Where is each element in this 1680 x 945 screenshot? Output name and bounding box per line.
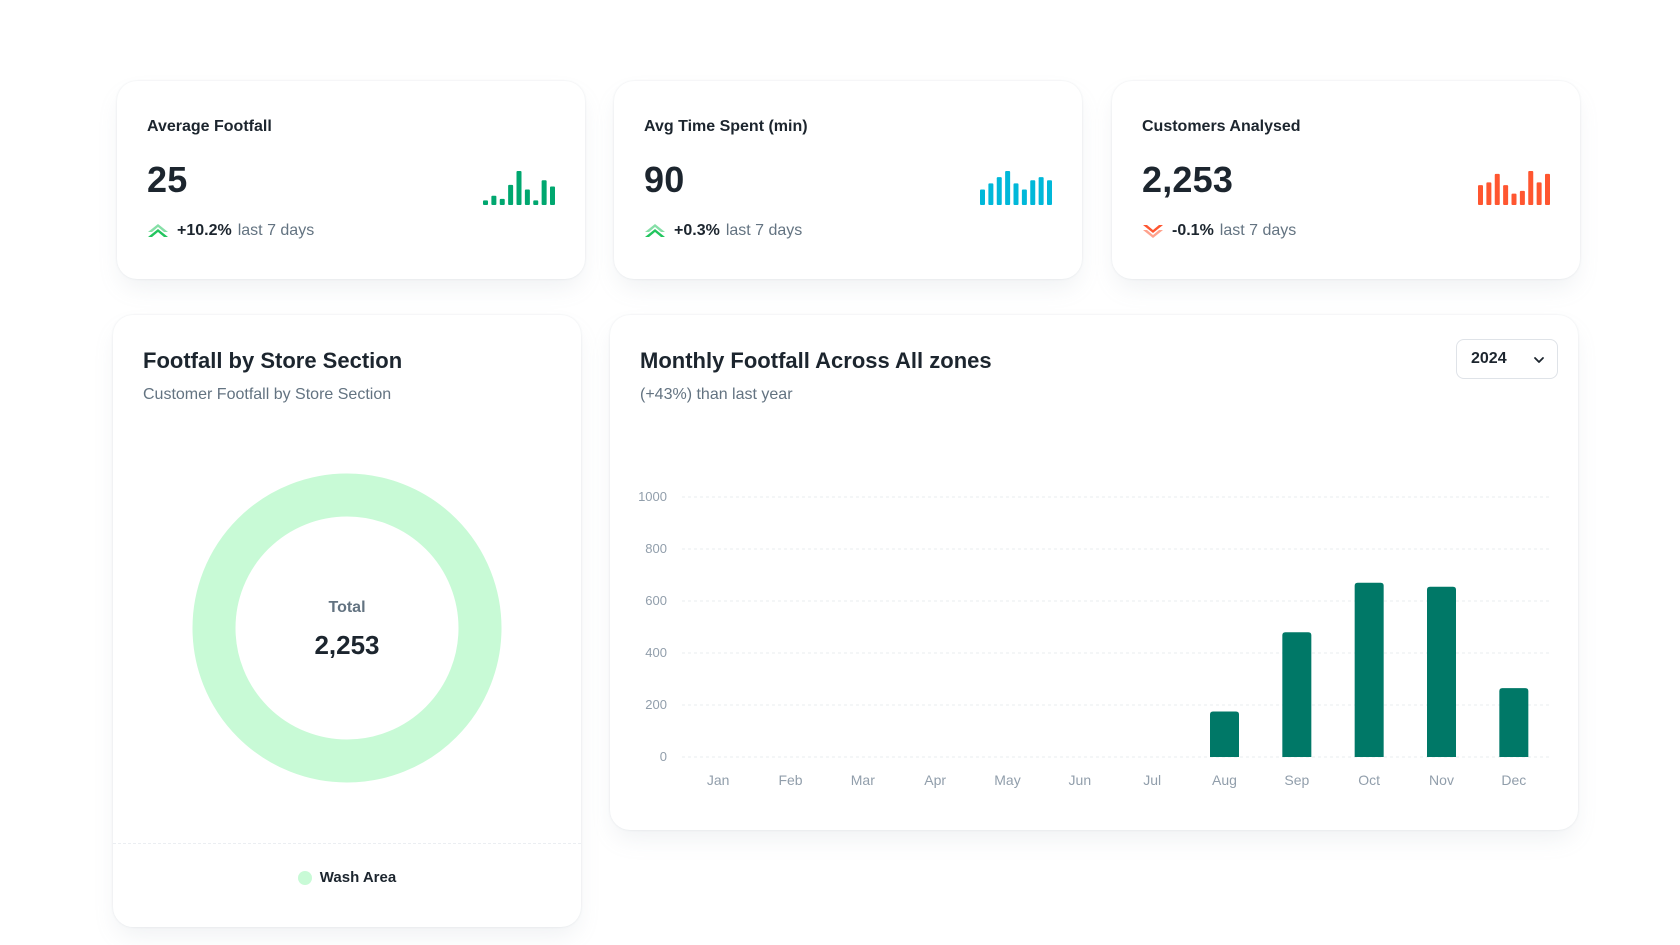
- sparkline-bar: [1511, 193, 1517, 205]
- x-tick-label: Jul: [1143, 772, 1161, 788]
- year-select-value: 2024: [1471, 350, 1507, 367]
- card-subtitle: Customer Footfall by Store Section: [143, 386, 392, 403]
- kpi-card-customers-analysed: Customers Analysed 2,253 -0.1% last 7 da…: [1112, 81, 1580, 279]
- trend-period: last 7 days: [1219, 222, 1297, 239]
- x-tick-label: Aug: [1212, 772, 1237, 788]
- sparkline-bar: [1038, 177, 1044, 205]
- trend-row: +10.2% last 7 days: [147, 222, 314, 240]
- x-tick-label: Apr: [924, 772, 946, 788]
- y-tick-label: 1000: [638, 489, 667, 504]
- sparkline-chart: [483, 171, 555, 205]
- section-footfall-card: Footfall by Store Section Customer Footf…: [113, 315, 581, 927]
- sparkline-bar: [1528, 171, 1534, 205]
- kpi-title: Avg Time Spent (min): [644, 118, 808, 135]
- sparkline-bar: [980, 189, 985, 205]
- trend-percent: -0.1%: [1172, 222, 1214, 239]
- donut-ring-wash-area: [192, 473, 502, 783]
- sparkline-bar: [483, 200, 488, 205]
- donut-total-label: Total: [328, 599, 366, 616]
- sparkline-bar: [1545, 173, 1550, 205]
- year-select[interactable]: 2024: [1456, 339, 1558, 379]
- sparkline-bar: [533, 200, 539, 205]
- trend-period: last 7 days: [237, 222, 315, 239]
- donut-chart: [192, 473, 502, 783]
- sparkline-bar: [1030, 180, 1036, 205]
- chevron-down-icon: [1534, 357, 1544, 363]
- monthly-footfall-card: Monthly Footfall Across All zones (+43%)…: [610, 315, 1578, 830]
- trend-percent: +0.3%: [674, 222, 720, 239]
- bar-sep[interactable]: [1282, 632, 1312, 757]
- sparkline-bar: [1494, 173, 1500, 205]
- sparkline-chart: [980, 171, 1052, 205]
- sparkline-bar: [516, 171, 522, 205]
- bar-aug[interactable]: [1210, 711, 1239, 758]
- sparkline-bar: [491, 195, 497, 205]
- trend-up-icon: [148, 224, 168, 237]
- sparkline-bar: [1478, 185, 1483, 205]
- bar-dec[interactable]: [1499, 688, 1529, 757]
- kpi-title: Average Footfall: [147, 118, 272, 135]
- x-tick-label: Sep: [1284, 772, 1309, 788]
- bar-nov[interactable]: [1427, 586, 1456, 757]
- y-tick-label: 600: [645, 593, 667, 608]
- x-tick-label: Jun: [1069, 772, 1092, 788]
- card-divider: [113, 843, 581, 844]
- sparkline-bar: [550, 186, 555, 205]
- trend-period: last 7 days: [725, 222, 803, 239]
- donut-total-value: 2,253: [314, 630, 380, 660]
- card-title: Monthly Footfall Across All zones: [640, 348, 992, 373]
- x-tick-label: Oct: [1358, 772, 1380, 788]
- sparkline-bar: [1021, 189, 1027, 205]
- sparkline-bar: [1005, 171, 1011, 205]
- kpi-value: 25: [147, 159, 188, 200]
- sparkline-bar: [524, 189, 530, 205]
- sparkline-chart: [1478, 171, 1550, 205]
- x-tick-label: Feb: [778, 772, 802, 788]
- sparkline-bar: [1536, 182, 1542, 205]
- x-tick-label: Mar: [851, 772, 875, 788]
- kpi-value: 2,253: [1142, 159, 1234, 200]
- monthly-bar-chart: 0 200 400 600 800 1000 Jan Feb Mar Apr May Jun Jul Au…: [638, 489, 1550, 788]
- trend-row: -0.1% last 7 days: [1142, 222, 1296, 240]
- sparkline-bar: [541, 180, 547, 205]
- sparkline-bar: [499, 198, 505, 205]
- kpi-title: Customers Analysed: [1142, 118, 1301, 135]
- kpi-value: 90: [644, 159, 685, 200]
- legend-dot: [297, 870, 312, 885]
- sparkline-bar: [1519, 190, 1525, 205]
- sparkline-bar: [1047, 180, 1052, 205]
- x-tick-label: Nov: [1429, 772, 1454, 788]
- trend-up-icon: [645, 224, 665, 237]
- card-title: Footfall by Store Section: [143, 348, 403, 373]
- sparkline-bar: [996, 177, 1002, 205]
- y-tick-label: 400: [645, 645, 667, 660]
- y-tick-label: 200: [645, 697, 667, 712]
- y-tick-label: 800: [645, 541, 667, 556]
- sparkline-bar: [1503, 185, 1509, 205]
- x-tick-label: Jan: [707, 772, 730, 788]
- trend-percent: +10.2%: [177, 222, 232, 239]
- sparkline-bar: [1013, 183, 1019, 205]
- sparkline-bar: [988, 183, 994, 205]
- donut-legend: Wash Area: [115, 869, 579, 886]
- trend-down-icon: [1143, 225, 1163, 238]
- sparkline-bar: [1486, 182, 1492, 205]
- kpi-card-avg-time-spent: Avg Time Spent (min) 90 +0.3% last 7 day…: [614, 81, 1082, 279]
- x-tick-label: Dec: [1501, 772, 1526, 788]
- legend-label: Wash Area: [319, 869, 397, 886]
- y-tick-label: 0: [660, 749, 667, 764]
- x-tick-label: May: [994, 772, 1020, 788]
- card-subtitle: (+43%) than last year: [640, 386, 793, 403]
- sparkline-bar: [508, 184, 514, 205]
- bar-oct[interactable]: [1354, 582, 1384, 757]
- trend-row: +0.3% last 7 days: [644, 222, 802, 240]
- kpi-card-average-footfall: Average Footfall 25 +10.2% last 7 days: [117, 81, 585, 279]
